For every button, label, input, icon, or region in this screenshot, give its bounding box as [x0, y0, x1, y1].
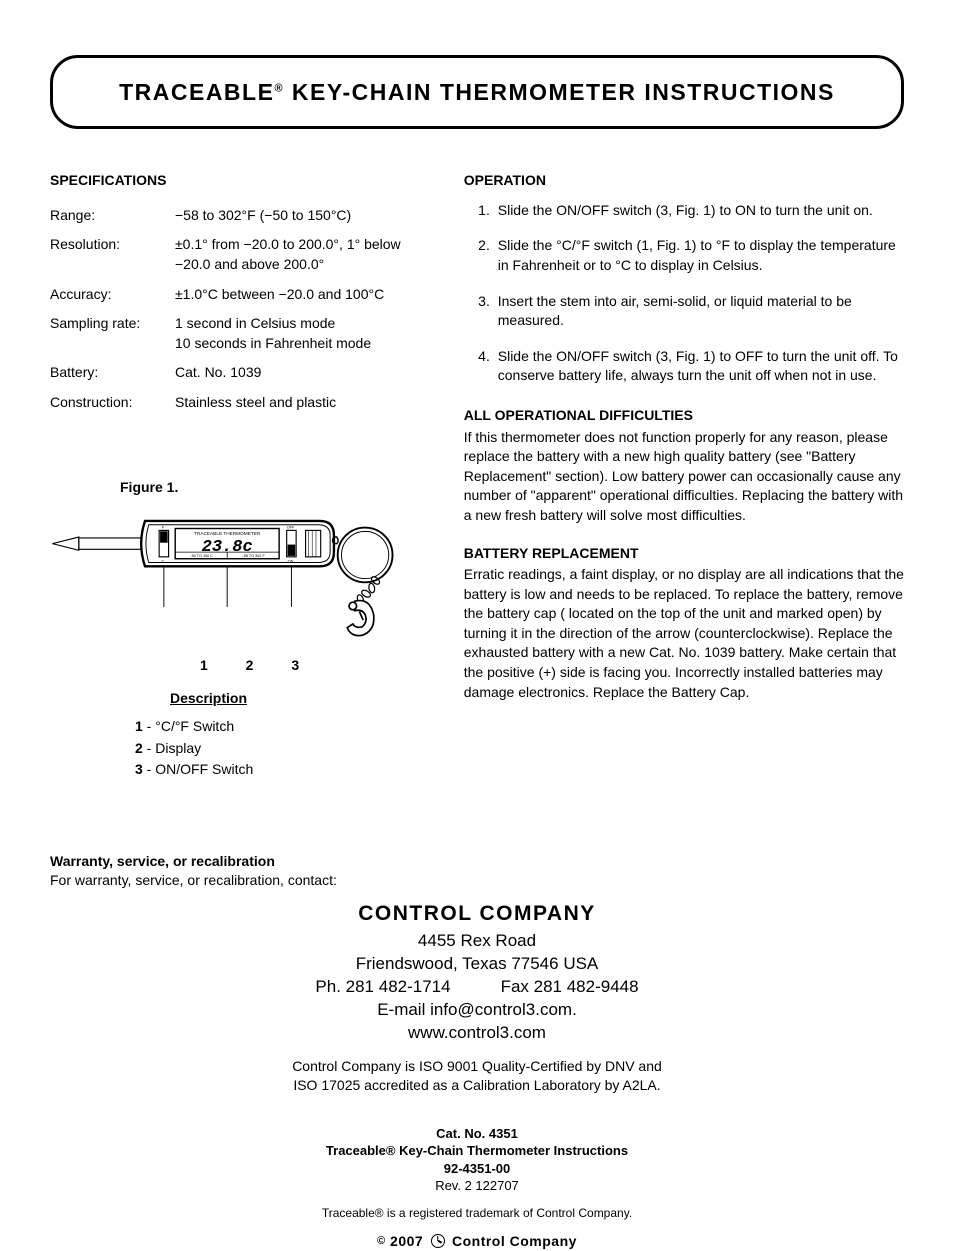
fig-tiny-label: TRACEABLE THERMOMETER: [194, 531, 261, 537]
content-columns: SPECIFICATIONS Range:−58 to 302°F (−50 t…: [50, 171, 904, 782]
table-row: Battery:Cat. No. 1039: [50, 358, 426, 388]
svg-text:-58 TO 302 F: -58 TO 302 F: [242, 554, 265, 558]
trademark-note: Traceable® is a registered trademark of …: [50, 1205, 904, 1222]
difficulties-heading: ALL OPERATIONAL DIFFICULTIES: [464, 406, 904, 426]
spec-value: ±1.0°C between −20.0 and 100°C: [175, 280, 426, 310]
clock-icon: [431, 1234, 445, 1248]
list-item: 3 - ON/OFF Switch: [135, 760, 426, 780]
list-item: Slide the °C/°F switch (1, Fig. 1) to °F…: [494, 236, 904, 275]
title-rest: KEY-CHAIN THERMOMETER INSTRUCTIONS: [284, 79, 835, 105]
svg-text:-50 TO 150 C: -50 TO 150 C: [190, 554, 213, 558]
battery-text: Erratic readings, a faint display, or no…: [464, 565, 904, 702]
table-row: Construction:Stainless steel and plastic: [50, 388, 426, 418]
figure-1: F C TRACEABLE THERMOMETER 23.8c -50 TO 1…: [50, 503, 426, 646]
certifications: Control Company is ISO 9001 Quality-Cert…: [50, 1057, 904, 1095]
title-reg: ®: [274, 82, 284, 94]
list-item: 2 - Display: [135, 739, 426, 759]
figure-callouts: 1 2 3: [200, 656, 426, 676]
spec-value: Cat. No. 1039: [175, 358, 426, 388]
right-column: OPERATION Slide the ON/OFF switch (3, Fi…: [464, 171, 904, 782]
company-address: 4455 Rex Road Friendswood, Texas 77546 U…: [50, 930, 904, 1045]
description-heading: Description: [170, 689, 426, 709]
spec-value: Stainless steel and plastic: [175, 388, 426, 418]
spec-value: −58 to 302°F (−50 to 150°C): [175, 201, 426, 231]
catalog-info: Cat. No. 4351 Traceable® Key-Chain Therm…: [50, 1125, 904, 1195]
title-box: TRACEABLE® KEY-CHAIN THERMOMETER INSTRUC…: [50, 55, 904, 129]
spec-label: Construction:: [50, 388, 175, 418]
table-row: Range:−58 to 302°F (−50 to 150°C): [50, 201, 426, 231]
spec-value: ±0.1° from −20.0 to 200.0°, 1° below −20…: [175, 230, 426, 279]
company-name: CONTROL COMPANY: [50, 899, 904, 928]
warranty-text: For warranty, service, or recalibration,…: [50, 872, 337, 888]
page-title: TRACEABLE® KEY-CHAIN THERMOMETER INSTRUC…: [63, 76, 891, 108]
difficulties-text: If this thermometer does not function pr…: [464, 428, 904, 526]
left-column: SPECIFICATIONS Range:−58 to 302°F (−50 t…: [50, 171, 426, 782]
list-item: Slide the ON/OFF switch (3, Fig. 1) to O…: [494, 347, 904, 386]
svg-text:ON: ON: [288, 560, 294, 564]
spec-label: Accuracy:: [50, 280, 175, 310]
footer: CONTROL COMPANY 4455 Rex Road Friendswoo…: [50, 899, 904, 1251]
spec-label: Sampling rate:: [50, 309, 175, 358]
operation-steps: Slide the ON/OFF switch (3, Fig. 1) to O…: [464, 201, 904, 386]
list-item: 1 - °C/°F Switch: [135, 717, 426, 737]
spec-table: Range:−58 to 302°F (−50 to 150°C) Resolu…: [50, 201, 426, 418]
spec-label: Resolution:: [50, 230, 175, 279]
table-row: Sampling rate:1 second in Celsius mode 1…: [50, 309, 426, 358]
operation-heading: OPERATION: [464, 171, 904, 191]
description-list: 1 - °C/°F Switch 2 - Display 3 - ON/OFF …: [135, 717, 426, 780]
spec-label: Battery:: [50, 358, 175, 388]
figure-label: Figure 1.: [120, 478, 426, 498]
svg-text:C: C: [162, 560, 165, 564]
specs-heading: SPECIFICATIONS: [50, 171, 426, 191]
table-row: Resolution:±0.1° from −20.0 to 200.0°, 1…: [50, 230, 426, 279]
spec-label: Range:: [50, 201, 175, 231]
warranty-section: Warranty, service, or recalibration For …: [50, 852, 904, 891]
battery-heading: BATTERY REPLACEMENT: [464, 544, 904, 564]
spec-value: 1 second in Celsius mode 10 seconds in F…: [175, 309, 426, 358]
svg-text:OFF: OFF: [287, 526, 295, 530]
table-row: Accuracy:±1.0°C between −20.0 and 100°C: [50, 280, 426, 310]
title-brand: TRACEABLE: [119, 79, 274, 105]
warranty-heading: Warranty, service, or recalibration: [50, 853, 275, 869]
list-item: Slide the ON/OFF switch (3, Fig. 1) to O…: [494, 201, 904, 221]
list-item: Insert the stem into air, semi-solid, or…: [494, 292, 904, 331]
thermometer-illustration: F C TRACEABLE THERMOMETER 23.8c -50 TO 1…: [50, 503, 410, 640]
